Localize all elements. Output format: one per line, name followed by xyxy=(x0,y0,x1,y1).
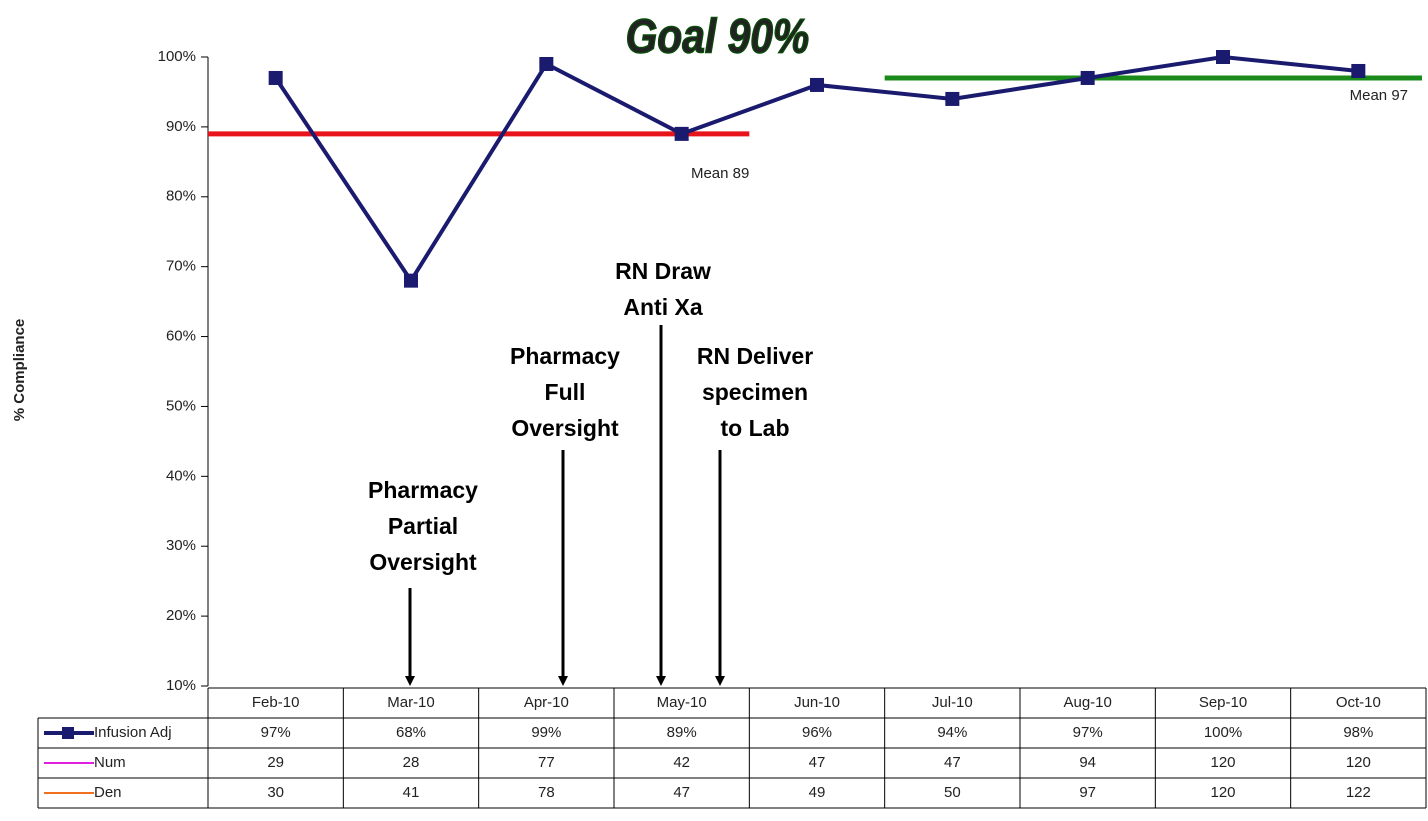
y-tick-label: 80% xyxy=(166,188,196,205)
table-value: 47 xyxy=(673,784,690,801)
annotation-text: Pharmacy xyxy=(510,343,620,369)
table-value: 120 xyxy=(1346,754,1371,771)
mean-label: Mean 97 xyxy=(1350,87,1408,104)
x-tick-label: Aug-10 xyxy=(1063,694,1111,711)
annotation-text: Partial xyxy=(388,513,458,539)
table-value: 41 xyxy=(403,784,420,801)
annotation-text: Full xyxy=(545,379,586,405)
x-tick-label: Apr-10 xyxy=(524,694,569,711)
annotation-text: to Lab xyxy=(721,415,790,441)
table-value: 47 xyxy=(944,754,961,771)
table-value: 77 xyxy=(538,754,555,771)
annotation-text: Anti Xa xyxy=(623,294,702,320)
y-tick-label: 10% xyxy=(166,677,196,694)
marker xyxy=(810,77,824,92)
y-tick-label: 20% xyxy=(166,607,196,624)
annotation-text: Oversight xyxy=(369,549,477,575)
table-value: 28 xyxy=(403,754,420,771)
marker xyxy=(1080,70,1095,85)
table-value: 29 xyxy=(267,754,284,771)
table-value: 94 xyxy=(1079,754,1096,771)
arrow-head xyxy=(656,676,666,686)
x-tick-label: Sep-10 xyxy=(1199,694,1247,711)
marker xyxy=(1351,63,1366,78)
legend-label: Num xyxy=(94,754,126,771)
arrow-head xyxy=(558,676,568,686)
table-value: 89% xyxy=(667,724,697,741)
table-value: 47 xyxy=(809,754,826,771)
arrow-head xyxy=(405,676,415,686)
table-value: 97 xyxy=(1079,784,1096,801)
annotation-text: specimen xyxy=(702,379,808,405)
marker xyxy=(539,56,554,71)
table-value: 97% xyxy=(1073,724,1103,741)
x-tick-label: Jul-10 xyxy=(932,694,973,711)
y-tick-label: 40% xyxy=(166,467,196,484)
y-axis-label: % Compliance xyxy=(11,319,28,422)
table-value: 97% xyxy=(261,724,291,741)
x-tick-label: May-10 xyxy=(657,694,707,711)
marker xyxy=(268,70,283,85)
table-value: 120 xyxy=(1210,754,1235,771)
marker xyxy=(945,91,960,106)
y-tick-label: 100% xyxy=(158,48,196,65)
table-value: 50 xyxy=(944,784,961,801)
table-value: 30 xyxy=(267,784,284,801)
table-value: 68% xyxy=(396,724,426,741)
legend-label: Den xyxy=(94,784,122,801)
table-value: 78 xyxy=(538,784,555,801)
goal-label: Goal 90% xyxy=(626,11,810,64)
annotation-text: Oversight xyxy=(511,415,619,441)
arrow-head xyxy=(715,676,725,686)
y-tick-label: 30% xyxy=(166,537,196,554)
y-tick-label: 70% xyxy=(166,258,196,275)
annotation-text: Pharmacy xyxy=(368,477,478,503)
x-tick-label: Feb-10 xyxy=(252,694,300,711)
y-tick-label: 90% xyxy=(166,118,196,135)
y-tick-label: 50% xyxy=(166,397,196,414)
marker xyxy=(674,126,689,141)
legend-marker xyxy=(62,727,74,739)
marker xyxy=(1216,50,1230,64)
legend-label: Infusion Adj xyxy=(94,724,172,741)
table-value: 100% xyxy=(1204,724,1242,741)
table-value: 98% xyxy=(1343,724,1373,741)
table-value: 94% xyxy=(937,724,967,741)
table-value: 122 xyxy=(1346,784,1371,801)
table-value: 42 xyxy=(673,754,690,771)
table-value: 120 xyxy=(1210,784,1235,801)
annotation-text: RN Deliver xyxy=(697,343,813,369)
mean-label: Mean 89 xyxy=(691,165,749,182)
x-tick-label: Oct-10 xyxy=(1336,694,1381,711)
annotation-text: RN Draw xyxy=(615,258,711,284)
y-tick-label: 60% xyxy=(166,328,196,345)
x-tick-label: Mar-10 xyxy=(387,694,435,711)
x-tick-label: Jun-10 xyxy=(794,694,840,711)
table-value: 99% xyxy=(531,724,561,741)
marker xyxy=(404,273,418,288)
table-value: 49 xyxy=(809,784,826,801)
table-value: 96% xyxy=(802,724,832,741)
